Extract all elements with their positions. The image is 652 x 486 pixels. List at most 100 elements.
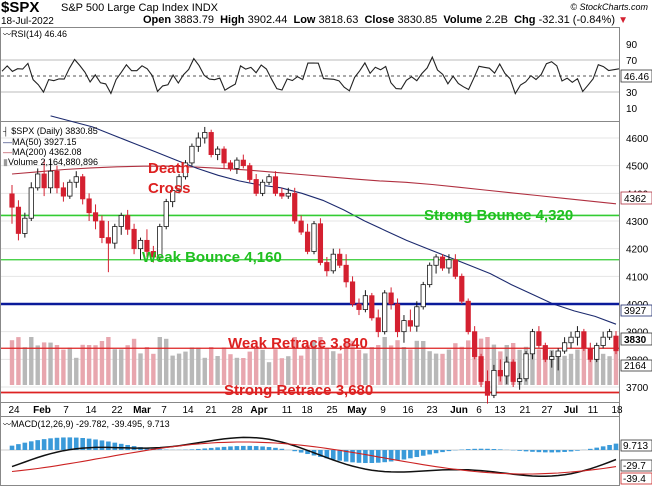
low-label: Low [293,14,316,26]
candle-body [484,381,491,396]
candle-body [47,170,54,189]
volume-bar [517,349,522,385]
candle-body [574,331,581,338]
volume-bar [273,349,278,385]
macd-histogram-bar [324,450,330,459]
macd-legend-icon: 〰 [3,420,11,429]
candle-body [112,226,118,244]
macd-histogram-bar [305,450,310,455]
macd-histogram-bar [54,437,60,450]
x-axis-label: 16 [402,405,414,416]
macd-histogram-bar [9,445,15,450]
volume-bar [305,344,310,385]
x-axis-label: 11 [588,405,599,416]
candle-body [298,220,304,233]
candle-body [221,148,227,164]
macd-histogram-bar [395,450,400,461]
candle-body [337,253,343,266]
volume-bar [433,353,439,385]
volume-bar [607,356,612,385]
volume-bar [440,353,445,385]
volume-bar [600,353,606,385]
macd-histogram-bar [61,437,66,450]
strong-bounce-annotation: Strong Bounce 4,320 [424,207,573,224]
volume-bar [157,337,162,385]
candle-body [41,173,47,189]
volume-bar [388,345,394,385]
macd-histogram-bar [562,450,567,452]
rsi-panel [0,27,620,122]
ma50-legend-icon: — [3,137,12,147]
price-tick-label: 4600 [626,134,649,145]
volume-bar [376,345,381,385]
macd-histogram-bar [86,438,92,450]
candle-body [60,187,67,197]
watermark: © StockCharts.com [570,2,648,12]
candle-body [189,145,195,164]
svg-text:4362: 4362 [624,194,647,205]
candle-body [157,226,163,258]
volume-bar [189,347,195,385]
macd-histogram-bar [420,450,426,456]
chart-date: 18-Jul-2022 [1,16,54,27]
ma50-line [50,115,617,325]
macd-histogram-bar [247,445,253,450]
rsi-tick-label: 90 [626,40,638,51]
rsi-line [1,55,620,95]
chg-value: -32.31 (-0.84%) [538,14,615,26]
price-legend-main-text: $SPX (Daily) 3830.85 [11,126,98,136]
candle-body [523,353,529,380]
candle-body [176,176,182,191]
volume-bar [279,358,285,385]
candle-body [247,165,253,180]
volume-bar [234,357,240,385]
volume-bar [164,338,169,385]
candle-body [459,275,465,302]
candle-body [86,198,92,214]
macd-histogram-bar [28,441,34,450]
x-axis-label: 6 [476,405,482,416]
rsi-tick-label: 30 [626,88,638,99]
macd-histogram-bar [446,450,452,452]
macd-histogram-bar [241,445,246,450]
svg-text:2164: 2164 [624,361,647,372]
candle-body [67,181,73,197]
volume-bar [613,344,619,385]
volume-bar [414,340,420,385]
candle-body [163,201,169,227]
macd-histogram-bar [478,448,484,450]
volume-bar [575,349,580,385]
volume-bar [369,347,375,385]
candle-body [80,176,86,200]
candle-body [375,317,381,333]
volume-bar [594,353,599,385]
candle-body [272,176,279,194]
x-axis-label: 7 [161,405,167,416]
volume-bar [446,349,452,385]
volume-bar [266,362,272,385]
candle-body [304,231,311,252]
candle-body [452,259,458,277]
volume-bar [228,354,233,385]
macd-histogram-bar [202,448,208,450]
svg-text:-29.7: -29.7 [623,461,646,472]
volume-bar [54,345,60,385]
candle-body [600,336,606,346]
volume-value: 2.2B [485,14,508,26]
macd-histogram-bar [273,447,278,450]
macd-legend-text: MACD(12,26,9) -29.782, -39.495, 9.713 [11,419,170,429]
ma200-legend: —MA(200) 4362.08 [3,147,98,157]
symbol-title: $SPX [1,0,40,16]
x-axis-label: 9 [380,405,386,416]
candle-body [99,220,105,239]
macd-line-tag: -29.7 [620,459,652,472]
macd-line [11,436,617,477]
candle-body [131,228,137,250]
price-tick-label: 4200 [626,245,649,256]
volume-bar [318,337,323,385]
macd-histogram-bar [144,447,150,450]
macd-histogram-bar [414,450,420,458]
candle-body [427,264,433,286]
candle-body [606,331,613,338]
macd-histogram-bar [118,443,124,450]
